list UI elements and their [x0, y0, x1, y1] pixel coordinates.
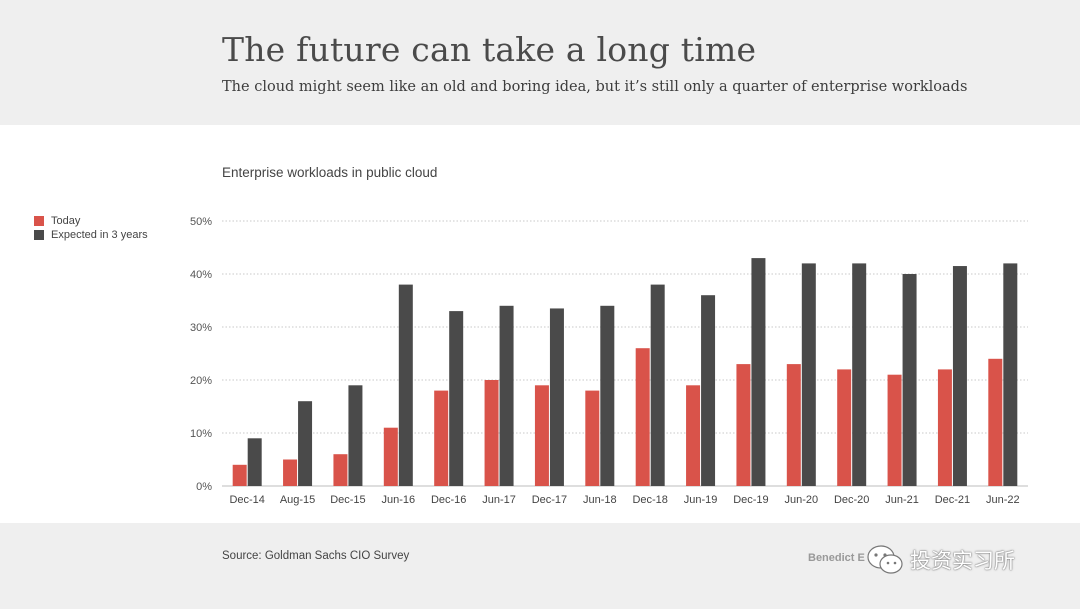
chart-title: Enterprise workloads in public cloud	[222, 165, 438, 180]
bar-today	[283, 459, 298, 486]
legend-swatch-expected	[34, 230, 44, 240]
bar-expected	[1003, 263, 1018, 486]
y-tick-label: 0%	[196, 481, 212, 493]
x-tick-label: Jun-21	[885, 494, 919, 506]
bar-expected	[348, 385, 363, 486]
bar-expected	[499, 305, 514, 486]
x-tick-label: Dec-16	[431, 494, 466, 506]
bar-today	[937, 369, 952, 486]
bar-expected	[298, 401, 313, 486]
bar-expected	[600, 305, 615, 486]
x-tick-label: Dec-17	[532, 494, 567, 506]
y-tick-label: 40%	[190, 269, 212, 281]
x-tick-label: Aug-15	[280, 494, 315, 506]
bar-today	[333, 454, 348, 486]
bar-today	[786, 364, 801, 486]
bar-expected	[549, 308, 564, 486]
bar-expected	[801, 263, 816, 486]
x-tick-label: Dec-19	[733, 494, 768, 506]
y-tick-label: 30%	[190, 322, 212, 334]
x-tick-label: Jun-16	[381, 494, 415, 506]
bar-expected	[650, 284, 665, 486]
bar-expected	[751, 258, 766, 486]
x-tick-label: Dec-15	[330, 494, 365, 506]
bar-today	[585, 390, 600, 486]
legend-label-expected: Expected in 3 years	[51, 229, 148, 241]
author-credit: Benedict E	[808, 552, 865, 564]
wechat-icon	[867, 545, 903, 574]
bar-today	[686, 385, 701, 486]
bar-expected	[247, 438, 262, 486]
x-tick-label: Dec-14	[229, 494, 264, 506]
bar-expected	[449, 311, 464, 486]
y-tick-label: 50%	[190, 216, 212, 228]
legend-item-today: Today	[34, 214, 148, 228]
bar-expected	[701, 295, 716, 486]
bar-today	[232, 464, 247, 486]
y-tick-label: 20%	[190, 375, 212, 387]
x-tick-label: Jun-17	[482, 494, 516, 506]
legend-item-expected: Expected in 3 years	[34, 228, 148, 242]
x-tick-label: Jun-19	[684, 494, 718, 506]
bar-today	[434, 390, 449, 486]
page-subtitle: The cloud might seem like an old and bor…	[222, 79, 968, 95]
watermark: 投资实习所	[866, 544, 1015, 576]
bar-expected	[902, 274, 917, 486]
bar-today	[988, 358, 1003, 486]
page-title: The future can take a long time	[222, 30, 757, 69]
x-tick-label: Dec-18	[632, 494, 667, 506]
bar-expected	[952, 266, 967, 486]
chart-legend: Today Expected in 3 years	[34, 214, 148, 242]
legend-swatch-today	[34, 216, 44, 226]
bar-expected	[398, 284, 413, 486]
bar-today	[534, 385, 549, 486]
bar-today	[736, 364, 751, 486]
bar-today	[635, 348, 650, 486]
y-tick-label: 10%	[190, 428, 212, 440]
legend-label-today: Today	[51, 215, 81, 227]
bar-today	[484, 380, 499, 486]
bar-expected	[852, 263, 867, 486]
header-band: The future can take a long time The clou…	[0, 0, 1080, 125]
x-tick-label: Dec-20	[834, 494, 869, 506]
source-note: Source: Goldman Sachs CIO Survey	[222, 550, 410, 562]
bar-today	[887, 374, 902, 486]
x-tick-label: Jun-18	[583, 494, 617, 506]
bar-today	[837, 369, 852, 486]
x-tick-label: Dec-21	[935, 494, 970, 506]
bar-today	[383, 427, 398, 486]
x-tick-label: Jun-22	[986, 494, 1020, 506]
bar-chart: 0% 10% 20% 30% 40% 50% Dec-14 Aug-15 Dec-15 Jun-1…	[190, 216, 1028, 506]
watermark-text: 投资实习所	[910, 549, 1015, 573]
x-tick-label: Jun-20	[784, 494, 818, 506]
